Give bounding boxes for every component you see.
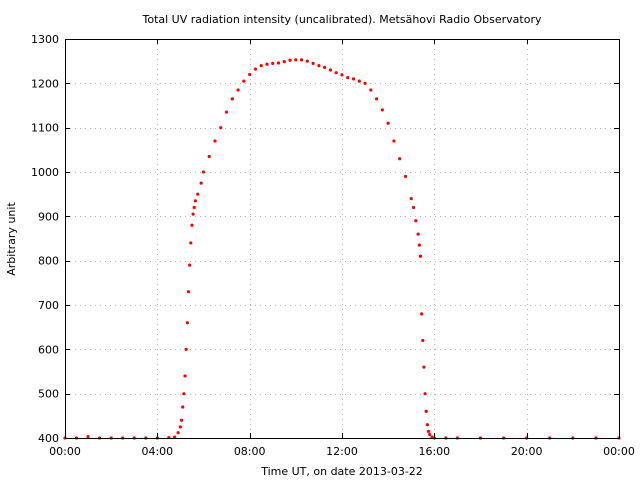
data-point [176,431,180,435]
chart-title: Total UV radiation intensity (uncalibrat… [142,13,542,26]
x-tick-label: 00:00 [603,445,635,458]
data-point [294,58,298,62]
data-point [86,435,90,439]
data-point [424,409,428,413]
data-point [411,205,416,210]
data-point [173,435,177,439]
data-point [305,59,309,63]
data-point [317,64,321,68]
data-point [416,232,420,236]
data-point [409,197,413,201]
x-axis-label: Time UT, on date 2013-03-22 [260,465,423,478]
data-point [300,58,304,62]
x-tick-label: 16:00 [418,445,450,458]
data-point [183,374,187,378]
data-point [189,241,193,245]
data-point [230,97,234,101]
data-point [426,429,431,433]
data-point [380,108,384,112]
data-point [248,72,252,77]
y-axis-label: Arbitrary unit [5,202,18,276]
data-point [199,181,203,185]
y-tick-label: 600 [38,343,59,356]
y-tick-labels: 400 500 600 700 800 900 1000 1100 1200 1300 [31,33,59,445]
x-tick-label: 04:00 [141,445,173,458]
data-point [185,321,189,325]
data-point [190,223,194,227]
data-point [253,67,258,71]
data-point [421,338,425,343]
data-point [420,312,424,316]
data-point [186,290,191,294]
data-point [184,347,188,351]
data-point [386,121,390,125]
data-point [213,139,217,143]
data-point [242,79,246,83]
data-point [191,212,195,216]
data-point [417,243,421,247]
data-point [236,88,240,92]
data-point [403,174,408,179]
data-point [334,71,338,75]
data-point [181,405,185,409]
data-point [351,77,356,81]
x-tick-label: 00:00 [49,445,81,458]
x-tick-labels: 00:00 04:00 08:00 12:00 16:00 20:00 00:00 [49,445,635,458]
grid-lines [65,39,619,438]
y-tick-label: 1000 [31,166,59,179]
data-point [346,75,350,80]
data-point [428,432,432,437]
data-point [259,64,263,68]
data-point [288,58,292,62]
data-point [398,157,402,161]
data-point [418,254,423,258]
data-point [196,192,200,196]
y-tick-label: 900 [38,210,59,223]
data-point [224,110,229,114]
data-point [422,365,426,369]
data-point [276,61,281,65]
data-point [282,60,286,64]
data-point [207,154,211,159]
data-point [201,170,206,174]
data-point [193,199,198,203]
y-tick-label: 700 [38,299,59,312]
y-tick-label: 1100 [31,122,59,135]
data-point [363,81,367,85]
data-point [340,73,344,77]
data-point [219,126,223,130]
axis-ticks [65,39,620,439]
y-tick-label: 400 [38,432,59,445]
data-point [265,62,269,66]
data-point [328,68,333,72]
data-points [63,58,621,440]
x-tick-label: 20:00 [511,445,543,458]
y-tick-label: 800 [38,255,59,268]
data-point [357,79,361,83]
x-tick-label: 12:00 [326,445,358,458]
data-point [414,219,418,223]
y-tick-label: 1200 [31,77,59,90]
data-point [375,97,379,101]
data-point [192,205,196,210]
y-tick-label: 500 [38,388,59,401]
data-point [369,88,373,92]
data-point [271,61,275,65]
data-point [179,418,184,422]
data-point [425,423,430,427]
data-point [311,61,315,65]
data-point [188,263,192,267]
data-point [178,425,183,429]
data-point [323,65,327,69]
x-tick-label: 08:00 [234,445,266,458]
data-point [392,139,396,143]
data-point [182,392,186,396]
data-point [423,392,427,396]
y-tick-label: 1300 [31,33,59,46]
